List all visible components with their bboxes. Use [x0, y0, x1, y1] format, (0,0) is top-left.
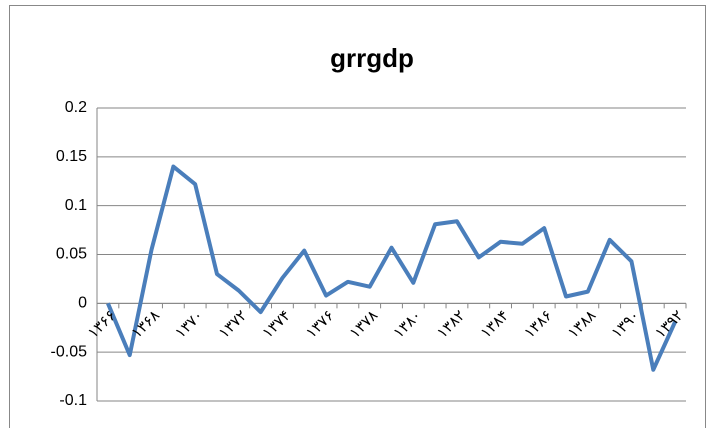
y-tick-label: 0.1 — [65, 197, 87, 214]
y-tick-label: 0 — [78, 295, 87, 312]
data-line — [106, 164, 677, 372]
y-tick-label: 0.05 — [56, 246, 87, 263]
chart-title: grrgdp — [330, 43, 414, 73]
y-tick-label: 0.2 — [65, 99, 87, 116]
y-tick-label: -0.05 — [51, 343, 88, 360]
chart-border — [9, 5, 706, 433]
y-tick-label: -0.1 — [59, 392, 87, 409]
y-tick-label: 0.15 — [56, 148, 87, 165]
